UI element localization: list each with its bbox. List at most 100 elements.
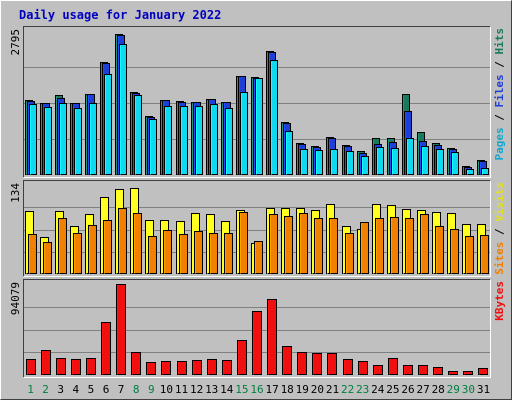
x-tick-label-day-9: 9 [148, 383, 155, 396]
kbytes-bar-day-10 [161, 361, 171, 375]
kbytes-bar-day-25 [388, 358, 398, 375]
pages-bar-day-16 [255, 78, 263, 175]
x-tick-label-day-8: 8 [133, 383, 140, 396]
kbytes-bar-day-23 [358, 361, 368, 375]
x-tick-label-day-17: 17 [265, 383, 278, 396]
pages-bar-day-27 [421, 146, 429, 175]
sites-bar-day-28 [435, 226, 444, 274]
panel-3: 94079 KBytes [9, 279, 506, 378]
x-tick-label-day-4: 4 [72, 383, 79, 396]
x-tick-label-day-30: 30 [462, 383, 475, 396]
kbytes-bar-day-11 [177, 361, 187, 375]
sites-bar-day-21 [329, 218, 338, 274]
sites-bar-day-17 [269, 214, 278, 274]
legend-files: Files [493, 74, 506, 107]
x-tick-label-day-14: 14 [220, 383, 234, 396]
kbytes-bar-day-20 [312, 353, 322, 375]
x-tick-label-day-18: 18 [281, 383, 294, 396]
x-tick-label-day-22: 22 [341, 383, 354, 396]
panel-2-border-dark [23, 180, 491, 277]
pages-bar-day-3 [59, 103, 67, 175]
x-tick-label-day-27: 27 [416, 383, 429, 396]
pages-bar-day-1 [29, 104, 37, 175]
sites-bar-day-9 [148, 236, 157, 274]
pages-bar-day-17 [270, 60, 278, 175]
kbytes-bar-day-26 [403, 365, 413, 375]
sites-bar-day-30 [465, 236, 474, 274]
pages-bar-day-21 [330, 149, 338, 175]
kbytes-bar-day-8 [131, 352, 141, 375]
x-tick-label-day-16: 16 [250, 383, 263, 396]
legend-panel-1: Pages / Files / Hits [493, 28, 506, 161]
sites-bar-day-3 [58, 218, 67, 274]
sites-bar-day-16 [254, 241, 263, 274]
legend-sites: Sites [493, 242, 506, 275]
pages-bar-day-18 [285, 131, 293, 175]
sites-bar-day-5 [88, 225, 97, 274]
sites-bar-day-27 [420, 214, 429, 274]
x-tick-label-day-2: 2 [42, 383, 49, 396]
x-tick-label-day-21: 21 [326, 383, 339, 396]
kbytes-bar-day-1 [26, 359, 36, 375]
x-tick-label-day-3: 3 [57, 383, 64, 396]
sites-bar-day-7 [118, 208, 127, 274]
kbytes-bar-day-30 [463, 371, 473, 375]
x-tick-label-day-26: 26 [401, 383, 414, 396]
kbytes-bar-day-9 [146, 362, 156, 375]
sites-bar-day-25 [390, 217, 399, 274]
pages-bar-day-23 [361, 156, 369, 175]
kbytes-bar-day-7 [116, 284, 126, 375]
panel-2: 134 Sites / Visits [9, 180, 506, 277]
x-tick-label-day-24: 24 [371, 383, 385, 396]
kbytes-bar-day-27 [418, 365, 428, 375]
y-max-label: 134 [9, 183, 22, 203]
x-tick-label-day-28: 28 [432, 383, 445, 396]
pages-bar-day-14 [225, 108, 233, 175]
pages-bar-day-28 [436, 149, 444, 175]
legend-/: / [493, 222, 506, 242]
sites-bar-day-24 [375, 218, 384, 274]
pages-bar-day-13 [210, 104, 218, 175]
x-tick-label-day-13: 13 [205, 383, 218, 396]
kbytes-bar-day-13 [207, 359, 217, 375]
sites-bar-day-14 [224, 233, 233, 274]
legend-visits: Visits [493, 182, 506, 222]
kbytes-bar-day-2 [41, 350, 51, 375]
sites-bar-day-23 [360, 222, 369, 274]
sites-bar-day-15 [239, 212, 248, 274]
kbytes-bar-day-12 [192, 360, 202, 375]
sites-bar-day-19 [299, 213, 308, 274]
sites-bar-day-31 [480, 235, 489, 274]
pages-bar-day-15 [240, 92, 248, 175]
panel-2-border-light [23, 180, 491, 277]
sites-bar-day-8 [133, 213, 142, 274]
x-tick-label-day-15: 15 [235, 383, 248, 396]
panel-3-border-dark [23, 279, 491, 378]
sites-bar-day-20 [314, 218, 323, 274]
sites-bar-day-6 [103, 220, 112, 274]
sites-bar-day-13 [209, 233, 218, 274]
sites-bar-day-26 [405, 218, 414, 274]
sites-bar-day-4 [73, 233, 82, 274]
sites-bar-day-1 [28, 234, 37, 274]
pages-bar-day-19 [300, 149, 308, 175]
pages-bar-day-8 [134, 95, 142, 175]
kbytes-bar-day-28 [433, 367, 443, 375]
kbytes-bar-day-24 [373, 365, 383, 375]
sites-bar-day-22 [345, 233, 354, 274]
x-tick-label-day-23: 23 [356, 383, 369, 396]
legend-pages: Pages [493, 127, 506, 160]
pages-bar-day-2 [44, 107, 52, 175]
pages-bar-day-5 [89, 103, 97, 175]
kbytes-bar-day-17 [267, 299, 277, 375]
x-tick-label-day-12: 12 [190, 383, 203, 396]
x-tick-label-day-20: 20 [311, 383, 324, 396]
pages-bar-day-7 [119, 44, 127, 175]
legend-panel-3: KBytes [493, 281, 506, 321]
sites-bar-day-10 [163, 230, 172, 274]
legend-kbytes: KBytes [493, 281, 506, 321]
x-tick-label-day-5: 5 [88, 383, 95, 396]
x-tick-label-day-10: 10 [160, 383, 173, 396]
